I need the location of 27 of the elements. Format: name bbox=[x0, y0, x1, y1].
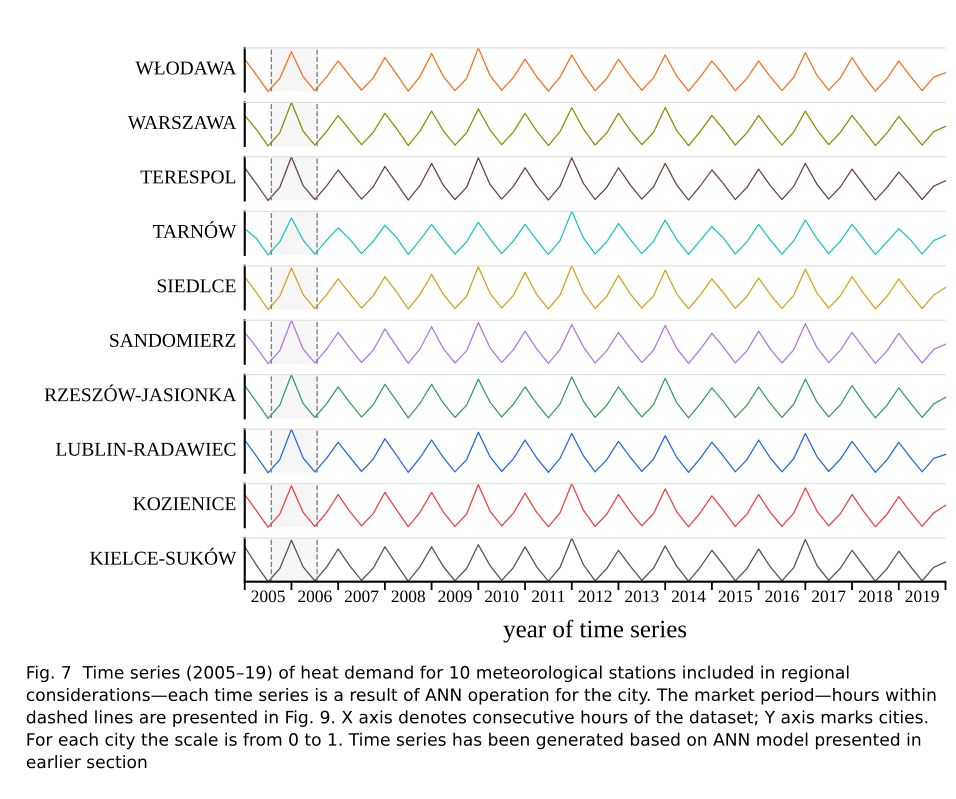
x-tick-label: 2006 bbox=[298, 590, 332, 602]
x-tick-label: 2009 bbox=[438, 590, 472, 602]
y-axis-title: WŁODAWA bbox=[135, 62, 236, 75]
y-axis-title: TARNÓW bbox=[152, 221, 236, 238]
x-tick-label: 2018 bbox=[858, 590, 892, 602]
y-axis-title: WARSZAWA bbox=[128, 116, 236, 130]
x-tick-label: 2017 bbox=[812, 590, 846, 602]
x-tick-label: 2005 bbox=[251, 590, 285, 602]
x-tick-label: 2014 bbox=[672, 590, 706, 602]
x-tick-label: 2012 bbox=[578, 590, 612, 602]
x-tick-label: 2008 bbox=[392, 590, 425, 602]
x-tick-label: 2019 bbox=[906, 590, 939, 602]
x-tick-label: 2010 bbox=[485, 590, 518, 602]
x-tick-label: 2015 bbox=[718, 590, 752, 602]
y-axis-title: SIEDLCE bbox=[158, 279, 236, 292]
y-axis-title: KOZIENICE bbox=[133, 497, 236, 510]
x-tick-label: 2016 bbox=[765, 590, 799, 602]
y-axis-title: TERESPOL bbox=[140, 170, 236, 184]
y-axis-title: SANDOMIERZ bbox=[110, 334, 236, 347]
caption: Fig. 7 Time series (2005–19) of heat demand for 10 meteorological stations included in regional considerations—each time series is a result of ANN operation for the city. The market period—hours within dashed lines are presented in Fig. 9. X axis denotes consecutive hours of the dataset; Y axis marks cities. For each city the scale is from 0 to 1. Time series has been generated based on ANN model presented in earlier section bbox=[26, 666, 936, 768]
y-axis-title: RZESZÓW-JASIONKA bbox=[44, 384, 236, 402]
x-tick-label: 2007 bbox=[344, 590, 378, 602]
x-tick-label: 2013 bbox=[625, 590, 659, 602]
x-tick-label: 2011 bbox=[532, 590, 564, 602]
y-axis-title: KIELCE-SUKÓW bbox=[90, 548, 236, 565]
x-axis-title: year of time series bbox=[503, 620, 686, 643]
y-axis-title: LUBLIN-RADAWIEC bbox=[56, 442, 236, 456]
